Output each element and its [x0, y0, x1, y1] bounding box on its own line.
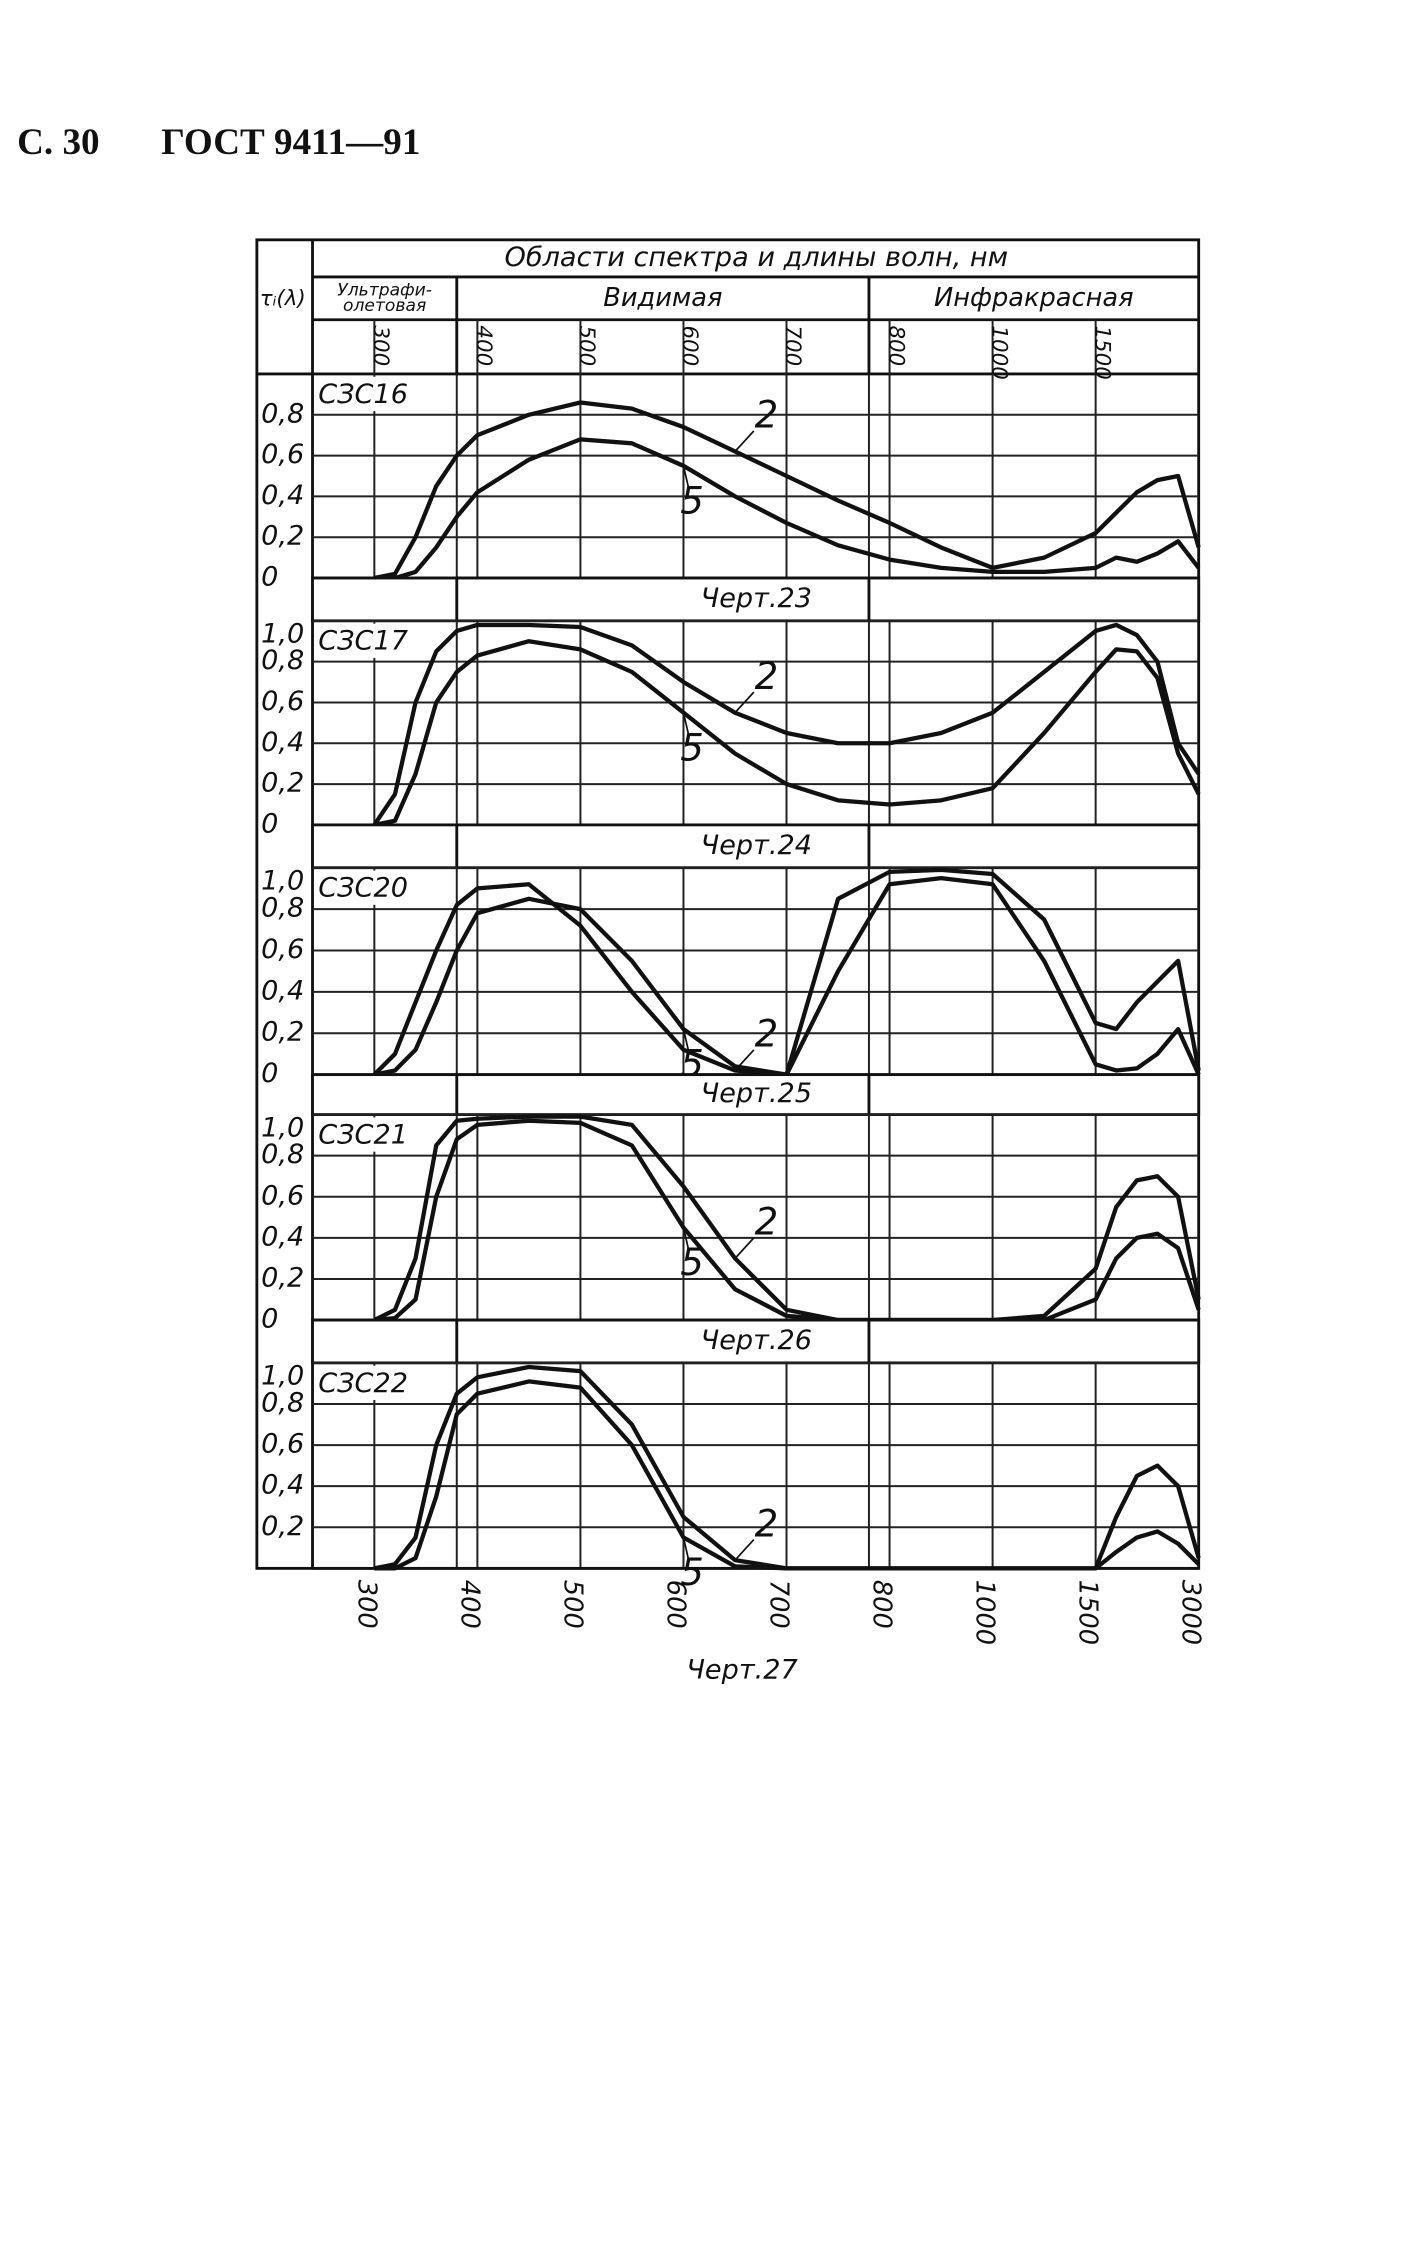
- y-tick-label: 0: [261, 1058, 278, 1089]
- y-tick-label: 0,2: [261, 1262, 304, 1293]
- top-tick-label: 300: [368, 325, 393, 366]
- y-tick-label: 0,6: [261, 1180, 304, 1211]
- panel-title: СЗС22: [318, 1368, 408, 1399]
- y-tick-label: 0,6: [261, 439, 304, 470]
- caption-band: [311, 1073, 1201, 1117]
- series-label: 2: [755, 1502, 779, 1545]
- series-label: 5: [680, 726, 704, 769]
- caption-band: [311, 823, 1201, 870]
- panel-title-bg: [315, 376, 410, 412]
- region-label: Ультрафи-: [337, 280, 432, 300]
- y-tick-label: 0,6: [261, 1429, 304, 1460]
- panel-title: СЗС16: [318, 379, 408, 410]
- region-label: Инфракрасная: [934, 283, 1134, 313]
- series-line: [373, 639, 1201, 827]
- caption: Черт.27: [686, 1655, 797, 1686]
- label-leader: [734, 1539, 755, 1561]
- y-tick-label: 0,4: [261, 1470, 304, 1501]
- x-tick-label: 700: [763, 1580, 793, 1629]
- panel-title-bg: [315, 1117, 410, 1152]
- top-tick-label: 800: [883, 325, 908, 366]
- series-line: [372, 622, 1201, 827]
- label-leader: [734, 430, 755, 453]
- series-line: [374, 1379, 1201, 1571]
- panel-title: СЗС21: [318, 1119, 408, 1150]
- caption: Черт.25: [701, 1078, 812, 1109]
- y-tick-label: 1,0: [261, 1361, 304, 1392]
- y-tick-label: 1,0: [261, 1112, 304, 1143]
- series-line: [373, 1114, 1201, 1323]
- caption: Черт.26: [701, 1325, 812, 1356]
- panel-title-bg: [315, 623, 410, 658]
- series-label: 2: [755, 1201, 779, 1244]
- y-tick-label: 0,2: [261, 768, 304, 799]
- y-tick-label: 0: [261, 1304, 278, 1335]
- series-label: 2: [755, 1013, 779, 1056]
- caption-band: [311, 576, 1201, 623]
- x-tick-label: 800: [866, 1580, 896, 1629]
- x-tick-label: 1500: [1073, 1580, 1103, 1645]
- series-label: 2: [755, 394, 779, 437]
- y-tick-label: 0,4: [261, 1221, 304, 1252]
- y-tick-label: 0,2: [261, 1511, 304, 1542]
- caption: Черт.23: [701, 583, 812, 614]
- series-line: [374, 437, 1201, 581]
- y-tick-label: 1,0: [261, 619, 304, 650]
- top-tick-label: 1000: [986, 325, 1011, 379]
- y-tick-label: 0,8: [261, 893, 304, 924]
- caption-band: [311, 1318, 1201, 1365]
- panel-title-bg: [315, 870, 410, 905]
- x-tick-label: 3000: [1176, 1580, 1206, 1645]
- top-tick-label: 500: [574, 325, 599, 366]
- y-tick-label: 0: [261, 808, 278, 839]
- y-tick-label: 0,6: [261, 934, 304, 965]
- y-tick-label: 0,2: [261, 521, 304, 552]
- top-tick-label: 400: [471, 325, 496, 366]
- y-tick-label: 0,4: [261, 975, 304, 1006]
- y-tick-label: 0,8: [261, 398, 304, 429]
- x-tick-label: 600: [660, 1580, 690, 1629]
- region-label: олетовая: [343, 296, 426, 316]
- x-tick-label: 400: [454, 1580, 484, 1629]
- series-label: 2: [755, 655, 779, 698]
- series-line: [373, 400, 1201, 581]
- series-label: 5: [680, 479, 704, 522]
- top-tick-label: 1500: [1089, 325, 1114, 379]
- label-leader: [734, 691, 755, 714]
- top-tick-label: 600: [677, 325, 702, 366]
- y-tick-label: 0,8: [261, 1387, 304, 1418]
- y-axis-label: τᵢ(λ): [260, 287, 306, 312]
- caption: Черт.24: [701, 830, 812, 861]
- panel-title: СЗС17: [318, 626, 408, 657]
- x-tick-label: 1000: [970, 1580, 1000, 1645]
- series-line: [374, 1118, 1201, 1323]
- label-leader: [734, 1237, 755, 1259]
- label-leader: [682, 1028, 690, 1052]
- panel-title: СЗС20: [318, 873, 408, 904]
- label-leader: [682, 1227, 690, 1251]
- page-number: С. 30: [17, 122, 99, 163]
- top-tick-label: 700: [780, 325, 805, 366]
- y-tick-label: 0,6: [261, 686, 304, 717]
- y-tick-label: 0,4: [261, 480, 304, 511]
- region-label: Видимая: [603, 283, 722, 313]
- y-tick-label: 0,8: [261, 1139, 304, 1170]
- series-label: 5: [680, 1241, 704, 1284]
- y-tick-label: 0,4: [261, 727, 304, 758]
- spectrum-title: Области спектра и длины волн, нм: [505, 242, 1009, 273]
- label-leader: [682, 712, 690, 736]
- label-leader: [682, 1537, 690, 1560]
- label-leader: [682, 465, 690, 489]
- y-tick-label: 1,0: [261, 865, 304, 896]
- standard-code: ГОСТ 9411—91: [161, 122, 420, 163]
- x-tick-label: 300: [351, 1580, 381, 1629]
- y-tick-label: 0,2: [261, 1017, 304, 1048]
- series-label: 5: [680, 1551, 704, 1594]
- y-tick-label: 0,8: [261, 645, 304, 676]
- panel-title-bg: [315, 1365, 410, 1400]
- y-tick-label: 0: [261, 562, 278, 593]
- x-tick-label: 500: [557, 1580, 587, 1629]
